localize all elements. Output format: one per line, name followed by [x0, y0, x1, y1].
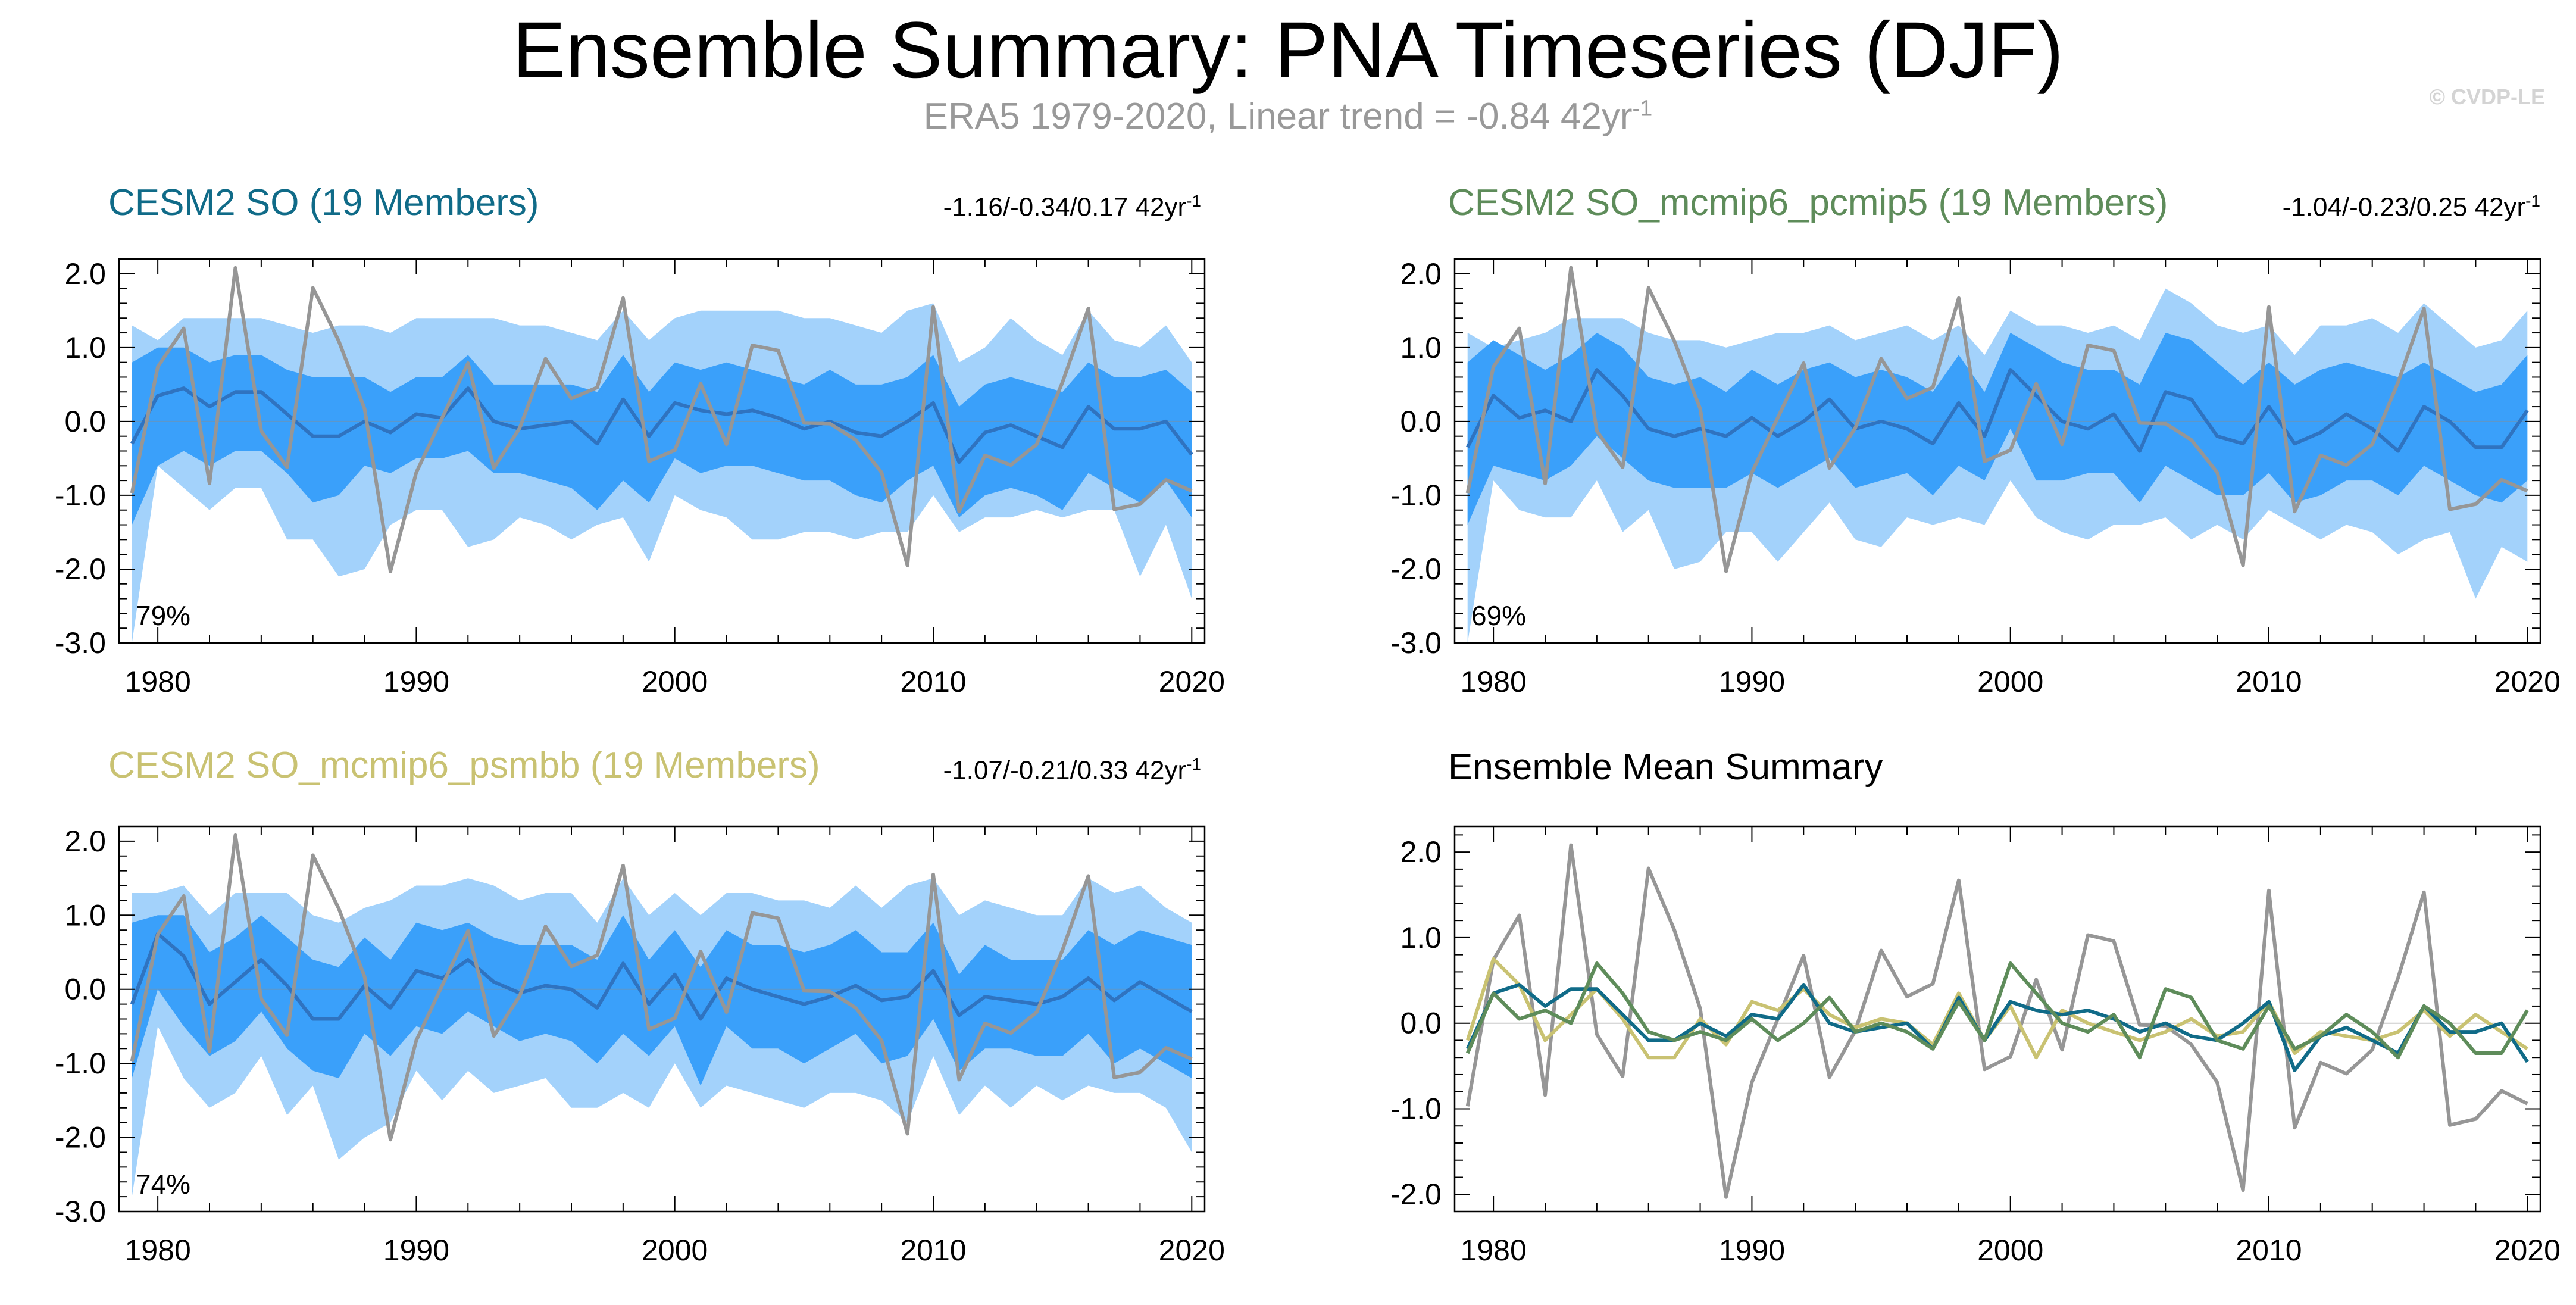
y-tick-label: -2.0	[1390, 552, 1442, 586]
x-tick-label: 1990	[1719, 1234, 1785, 1267]
x-tick-label: 2020	[1159, 1234, 1225, 1267]
panel-title-pcmip5: CESM2 SO_mcmip6_pcmip5 (19 Members)	[1448, 182, 2168, 223]
y-tick-label: -2.0	[55, 1121, 106, 1154]
x-tick-label: 2010	[900, 665, 966, 698]
subtitle-superscript: -1	[1632, 96, 1653, 121]
y-tick-label: 0.0	[1400, 405, 1442, 438]
percent-label: 79%	[136, 600, 190, 631]
y-tick-label: 0.0	[64, 405, 106, 438]
x-tick-label: 2010	[900, 1234, 966, 1267]
percentile-band	[132, 347, 1192, 525]
trend-text: -1.04/-0.23/0.25 42yr	[2282, 192, 2526, 222]
x-tick-label: 2020	[2494, 665, 2561, 698]
percentile-band	[132, 915, 1192, 1086]
y-tick-label: -2.0	[55, 552, 106, 586]
x-tick-label: 1990	[383, 665, 449, 698]
main-title: Ensemble Summary: PNA Timeseries (DJF)	[512, 6, 2064, 95]
x-tick-label: 1980	[1461, 1234, 1527, 1267]
y-tick-label: -3.0	[55, 626, 106, 660]
trend-sup: -1	[1186, 192, 1201, 210]
series-line-cesm2-so	[1465, 983, 2529, 1072]
x-tick-label: 2000	[642, 665, 708, 698]
panel-trend-pcmip5: -1.04/-0.23/0.25 42yr-1	[2283, 192, 2540, 223]
panel-trend-so: -1.16/-0.34/0.17 42yr-1	[943, 192, 1201, 223]
x-tick-label: 1980	[1461, 665, 1527, 698]
panel-trend-psmbb: -1.07/-0.21/0.33 42yr-1	[943, 755, 1201, 786]
percent-label: 69%	[1471, 600, 1526, 631]
series-line-observations	[1465, 266, 2528, 573]
subtitle: ERA5 1979-2020, Linear trend = -0.84 42y…	[0, 95, 2576, 138]
x-tick-label: 2020	[2494, 1234, 2561, 1267]
chart-panel-3: 2.0 1.0 0.0 -1.0 -2.0 1980 1990 2000 2010 2020	[1390, 825, 2561, 1267]
x-tick-label: 2010	[2236, 665, 2302, 698]
y-tick-label: 0.0	[1400, 1007, 1442, 1040]
chart-panel-1: 2.0 1.0 0.0 -1.0 -2.0 -3.0 1980 1990 2000 2010 202…	[1390, 257, 2561, 698]
x-tick-label: 2000	[642, 1234, 708, 1267]
x-tick-label: 2000	[1977, 1234, 2043, 1267]
plot-frame	[1453, 825, 2541, 1213]
y-tick-label: 2.0	[64, 825, 106, 858]
x-tick-label: 1980	[125, 665, 191, 698]
trend-sup: -1	[1186, 755, 1201, 773]
chart-panel-0: 2.0 1.0 0.0 -1.0 -2.0 -3.0 1980 1990 2000 2010 202…	[55, 257, 1225, 698]
y-tick-label: 1.0	[64, 898, 106, 932]
y-tick-label: 1.0	[1400, 331, 1442, 364]
percent-label: 74%	[136, 1169, 190, 1200]
y-tick-label: 2.0	[64, 257, 106, 291]
y-tick-label: -1.0	[1390, 1092, 1442, 1125]
x-tick-label: 2000	[1977, 665, 2043, 698]
series-line-ensemble-mean	[1466, 368, 2529, 453]
y-tick-label: -1.0	[1390, 479, 1442, 512]
y-tick-label: -3.0	[1390, 626, 1442, 660]
x-tick-label: 1980	[125, 1234, 191, 1267]
panel-title-ensemble-mean-summary: Ensemble Mean Summary	[1448, 747, 1883, 788]
series-line-ensemble-mean	[130, 932, 1193, 1021]
chart-panel-2: 2.0 1.0 0.0 -1.0 -2.0 -3.0 1980 1990 2000 2010 202…	[55, 825, 1225, 1267]
y-tick-label: -2.0	[1390, 1178, 1442, 1211]
trend-text: -1.16/-0.34/0.17 42yr	[943, 192, 1187, 222]
y-tick-label: 1.0	[64, 331, 106, 364]
x-tick-label: 1990	[383, 1234, 449, 1267]
credit-watermark: © CVDP-LE	[2429, 85, 2545, 109]
y-tick-label: -3.0	[55, 1195, 106, 1228]
y-tick-label: 2.0	[1400, 257, 1442, 291]
y-tick-label: 2.0	[1400, 835, 1442, 869]
panel-title-psmbb: CESM2 SO_mcmip6_psmbb (19 Members)	[108, 745, 820, 786]
y-tick-label: 1.0	[1400, 921, 1442, 954]
panel-title-so: CESM2 SO (19 Members)	[108, 182, 539, 223]
series-line-cesm2-so-mcmip6-pcmip5	[1465, 961, 2529, 1060]
series-line-observations	[130, 833, 1193, 1142]
y-tick-label: 0.0	[64, 973, 106, 1006]
x-tick-label: 1990	[1719, 665, 1785, 698]
trend-sup: -1	[2525, 192, 2540, 210]
x-tick-label: 2020	[1159, 665, 1225, 698]
series-line-observations	[130, 266, 1193, 573]
y-tick-label: -1.0	[55, 479, 106, 512]
series-line-observations	[1465, 843, 2528, 1199]
subtitle-text: ERA5 1979-2020, Linear trend = -0.84 42y…	[923, 96, 1633, 137]
y-tick-label: -1.0	[55, 1047, 106, 1080]
x-tick-label: 2010	[2236, 1234, 2302, 1267]
series-line-ensemble-mean	[130, 386, 1193, 464]
trend-text: -1.07/-0.21/0.33 42yr	[943, 755, 1187, 785]
